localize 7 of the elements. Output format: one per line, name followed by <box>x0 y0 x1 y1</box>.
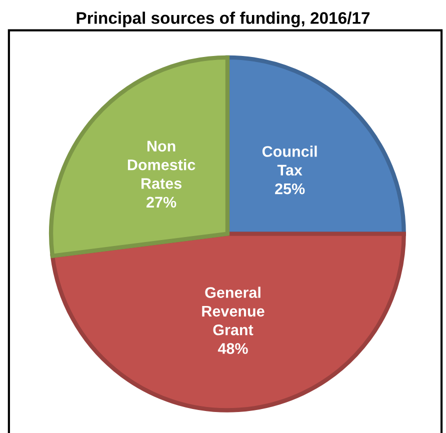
slice-label: General Revenue Grant <box>202 286 264 336</box>
data-label: 48% <box>218 343 248 354</box>
chart-title: Principal sources of funding, 2016/17 <box>76 12 370 28</box>
data-label: 25% <box>275 183 305 194</box>
data-label: 27% <box>146 196 176 208</box>
slice-label: Council Tax <box>262 146 317 176</box>
slice-label: Non Domestic Rates <box>128 140 196 189</box>
